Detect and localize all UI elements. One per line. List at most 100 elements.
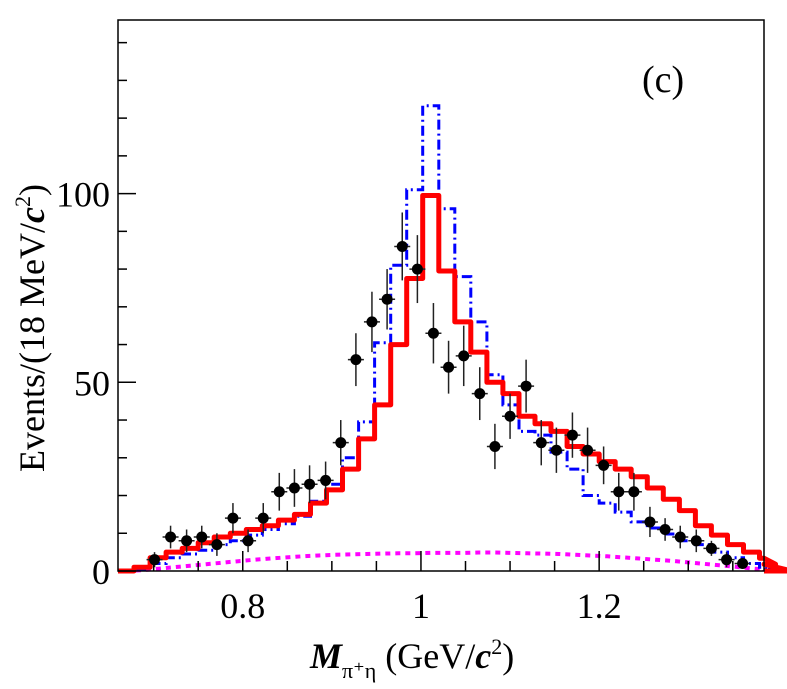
- x-tick-label: 1: [412, 586, 430, 626]
- data-point-marker: [520, 380, 532, 392]
- data-point: [208, 533, 225, 556]
- data-point: [255, 503, 272, 534]
- data-point-marker: [273, 486, 285, 498]
- data-point: [688, 529, 705, 553]
- background-curve-layer: [125, 550, 766, 573]
- x-axis-title: Mπ⁺η (GeV/c2): [309, 634, 514, 683]
- data-point-marker: [582, 444, 594, 456]
- data-point: [332, 420, 349, 466]
- plot-frame-layer: [117, 19, 765, 572]
- data-point: [178, 529, 195, 553]
- data-point: [347, 333, 364, 387]
- data-point: [610, 472, 627, 511]
- y-axis-title-main: Events/(18 MeV/: [12, 223, 52, 472]
- data-point-marker: [350, 354, 362, 366]
- x-axis-title-unit: (GeV/: [376, 636, 475, 676]
- data-point: [533, 420, 550, 466]
- data-point: [486, 423, 503, 470]
- data-point: [193, 525, 210, 549]
- data-point-marker: [211, 539, 223, 551]
- data-point-marker: [458, 350, 470, 362]
- x-axis-title-unit-sup: 2: [491, 634, 502, 659]
- y-tick-label: 100: [56, 175, 110, 215]
- data-point: [317, 461, 334, 500]
- data-point: [548, 427, 565, 473]
- data-point: [455, 325, 472, 387]
- data-point: [440, 340, 457, 394]
- data-point-marker: [335, 437, 347, 449]
- data-point: [672, 525, 689, 549]
- data-point: [286, 469, 303, 507]
- signal-curve-layer: [118, 104, 787, 573]
- data-point: [703, 540, 720, 556]
- data-point: [301, 465, 318, 504]
- y-tick-label: 0: [92, 552, 110, 592]
- data-point-marker: [196, 531, 208, 543]
- data-point-marker: [366, 316, 378, 328]
- data-point: [734, 557, 751, 569]
- data-point-marker: [504, 410, 516, 422]
- x-axis-title-sub: π⁺η: [342, 658, 376, 683]
- y-axis-title-close: ): [12, 184, 52, 196]
- data-point-marker: [737, 557, 749, 569]
- data-point-marker: [411, 263, 423, 275]
- data-point-marker: [304, 478, 316, 490]
- x-tick-label: 1.2: [577, 586, 622, 626]
- data-point-marker: [535, 437, 547, 449]
- data-point-marker: [474, 388, 486, 400]
- data-point-marker: [628, 486, 640, 498]
- x-tick-label: 0.8: [220, 586, 265, 626]
- data-point-marker: [550, 444, 562, 456]
- data-point: [379, 269, 396, 330]
- signal-curve: [118, 104, 787, 573]
- data-point-marker: [566, 429, 578, 441]
- data-point-marker: [227, 512, 239, 524]
- data-point: [718, 552, 735, 568]
- x-axis-title-main: M: [309, 636, 344, 676]
- data-point: [271, 472, 288, 511]
- data-point: [625, 472, 642, 511]
- axis-ticks-layer: 0.8 1 1.2 0 50 100: [56, 41, 734, 626]
- data-point: [471, 367, 488, 421]
- data-point-marker: [165, 531, 177, 543]
- panel-label: (c): [642, 59, 684, 101]
- y-axis-title-sup: 2: [10, 196, 35, 207]
- data-point-marker: [381, 293, 393, 305]
- data-point-marker: [674, 531, 686, 543]
- data-point: [502, 393, 519, 439]
- data-points-layer: [146, 212, 751, 569]
- data-point-marker: [705, 542, 717, 554]
- data-point-marker: [659, 523, 671, 535]
- data-point: [394, 212, 411, 281]
- data-point: [641, 506, 658, 538]
- data-point: [425, 303, 442, 364]
- data-point: [595, 446, 612, 485]
- y-axis-title-c: c: [12, 207, 52, 223]
- x-axis-title-unit-c: c: [475, 636, 491, 676]
- data-point-marker: [690, 535, 702, 547]
- data-point: [224, 503, 241, 534]
- fit-total-curve: [118, 193, 787, 574]
- data-point: [363, 291, 380, 353]
- data-point: [518, 359, 535, 413]
- data-point-marker: [721, 554, 733, 566]
- fit-total-curve-layer: [118, 193, 787, 574]
- data-point-marker: [242, 535, 254, 547]
- x-axis-title-unit-close: ): [502, 636, 514, 676]
- data-point: [579, 427, 596, 473]
- y-tick-label: 50: [74, 363, 110, 403]
- background-curve: [125, 550, 766, 573]
- data-point: [240, 529, 257, 553]
- data-point: [162, 525, 179, 549]
- data-point: [409, 235, 426, 304]
- data-point-marker: [613, 486, 625, 498]
- data-point-marker: [181, 535, 193, 547]
- data-point: [657, 518, 674, 541]
- data-point-marker: [149, 554, 161, 566]
- data-point-marker: [598, 459, 610, 471]
- data-point: [564, 412, 581, 458]
- data-point-marker: [443, 361, 455, 373]
- data-point-marker: [288, 482, 300, 494]
- data-point: [146, 552, 163, 568]
